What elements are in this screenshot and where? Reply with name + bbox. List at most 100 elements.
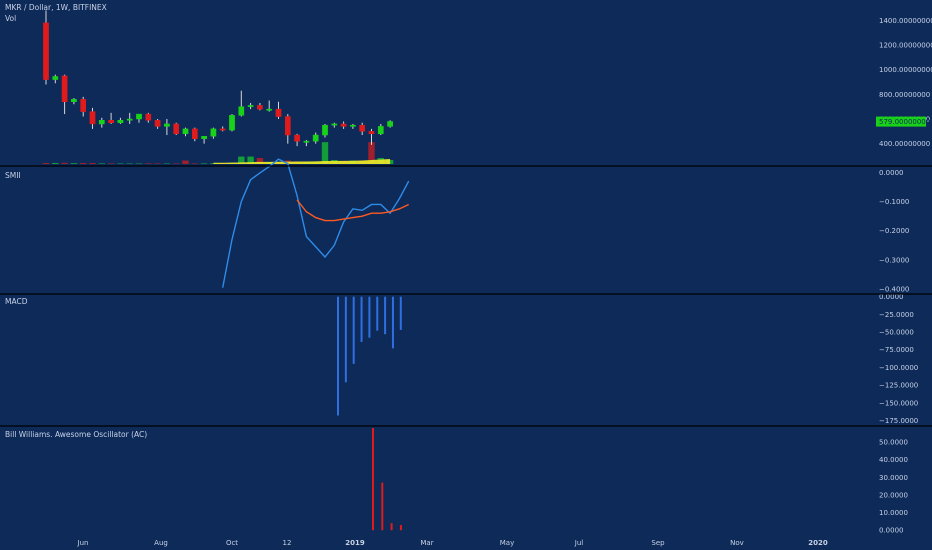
- smi-y-tick: 0.0000: [879, 169, 904, 177]
- price-pane[interactable]: 1400.00000000 1200.00000000 1000.00000000 8…: [42, 10, 932, 164]
- volume-bar: [42, 163, 50, 164]
- vol-label: Vol: [5, 14, 17, 23]
- candle-body: [312, 134, 319, 142]
- candle-body: [71, 99, 77, 103]
- price-y-tick: 800.00000000: [879, 91, 930, 99]
- candle-body: [387, 121, 393, 127]
- macd-y-tick: 0.0000: [879, 293, 904, 301]
- macd-bar: [376, 296, 379, 331]
- candle-body: [80, 99, 87, 112]
- ac-y-tick: 40.0000: [879, 456, 908, 464]
- candle-body: [89, 111, 96, 125]
- candle-body: [154, 119, 161, 127]
- candle-body: [350, 124, 356, 127]
- volume-bar: [191, 163, 198, 164]
- candle-body: [229, 115, 235, 131]
- x-tick-label: 2020: [808, 539, 828, 547]
- ac-bar: [381, 482, 384, 531]
- candle-body: [266, 108, 273, 111]
- candle-body: [191, 128, 198, 139]
- candle-body: [182, 128, 189, 135]
- macd-bar: [337, 296, 339, 416]
- ac-pane[interactable]: 50.0000 40.0000 30.0000 20.0000 10.0000 0.000…: [372, 428, 908, 535]
- smi-line: [222, 158, 410, 288]
- x-axis[interactable]: Jun Aug Oct 12 2019 Mar May Jul Sep Nov 2020: [77, 539, 828, 547]
- smi-y-tick: −0.1000: [879, 198, 909, 206]
- macd-y-tick: −150.0000: [879, 399, 918, 407]
- price-y-tick: 400.00000000: [879, 140, 930, 148]
- volume-bar: [154, 163, 161, 164]
- volume-bar: [321, 142, 329, 164]
- candle-body: [43, 22, 49, 80]
- candle-body: [257, 105, 263, 110]
- candle-body: [219, 128, 226, 131]
- candle-body: [340, 123, 347, 127]
- volume-bar: [89, 163, 96, 164]
- x-tick-label: Nov: [730, 539, 744, 547]
- volume-bar: [70, 163, 78, 164]
- macd-y-tick: −100.0000: [879, 364, 918, 372]
- volume-bar: [200, 163, 208, 164]
- symbol-title: MKR / Dollar, 1W, BITFINEX: [5, 3, 107, 12]
- candle-body: [98, 119, 105, 125]
- macd-bar: [344, 296, 347, 383]
- volume-ma-area: [213, 159, 391, 164]
- volume-bar: [61, 162, 68, 164]
- candle-body: [210, 128, 217, 137]
- macd-y-tick: −125.0000: [879, 382, 918, 390]
- volume-bar: [98, 163, 105, 164]
- volume-bar: [107, 163, 115, 164]
- candle-body: [247, 105, 254, 107]
- candle-body: [201, 136, 207, 139]
- macd-bar: [352, 296, 355, 364]
- candle-body: [275, 108, 282, 117]
- smi-y-tick: −0.4000: [879, 286, 909, 294]
- candle-body: [173, 123, 180, 135]
- macd-bar: [391, 296, 394, 349]
- macd-bar: [384, 296, 387, 335]
- candle-body: [359, 124, 366, 132]
- candle-body: [61, 75, 68, 103]
- ac-y-tick: 30.0000: [879, 474, 908, 482]
- current-price-tag: [876, 116, 926, 127]
- x-tick-label: Aug: [154, 539, 168, 547]
- macd-bar: [360, 296, 363, 342]
- macd-y-tick: −25.0000: [879, 311, 914, 319]
- x-tick-label: May: [500, 539, 514, 547]
- volume-bar: [80, 163, 87, 164]
- candle-body: [238, 106, 245, 116]
- ac-y-tick: 20.0000: [879, 491, 908, 499]
- pane-dividers[interactable]: [0, 165, 932, 427]
- smi-signal-line: [296, 199, 409, 222]
- macd-bar: [399, 296, 402, 330]
- candle-body: [164, 123, 170, 127]
- ac-y-tick: 10.0000: [879, 509, 908, 517]
- smi-y-tick: −0.3000: [879, 256, 909, 264]
- x-tick-label: 2019: [345, 539, 365, 547]
- ac-bar: [390, 523, 393, 531]
- macd-label: MACD: [5, 297, 28, 306]
- candle-body: [126, 118, 133, 121]
- volume-bar: [182, 160, 189, 164]
- candle-body: [303, 140, 310, 143]
- volume-bar: [368, 142, 375, 164]
- smi-label: SMII: [5, 171, 21, 180]
- ac-bar: [399, 524, 402, 531]
- macd-y-tick: −50.0000: [879, 329, 914, 337]
- macd-bar: [368, 296, 371, 338]
- x-tick-label: Mar: [420, 539, 433, 547]
- smi-pane[interactable]: 0.0000 −0.1000 −0.2000 −0.3000 −0.4000: [222, 158, 910, 294]
- ac-y-tick: 50.0000: [879, 439, 908, 447]
- ac-label: Bill Williams. Awesome Oscillator (AC): [5, 430, 148, 439]
- smi-y-tick: −0.2000: [879, 227, 909, 235]
- price-y-tick: 1000.00000000: [879, 66, 932, 74]
- candle-body: [377, 126, 384, 135]
- volume-bar: [145, 163, 152, 164]
- volume-bar: [52, 163, 59, 164]
- macd-y-tick: −175.0000: [879, 417, 918, 425]
- macd-pane[interactable]: 0.0000 −25.0000 −50.0000 −75.0000 −100.0000 −…: [337, 293, 918, 425]
- ac-y-tick: 0.0000: [879, 527, 904, 535]
- price-y-tick: 1400.00000000: [879, 17, 932, 25]
